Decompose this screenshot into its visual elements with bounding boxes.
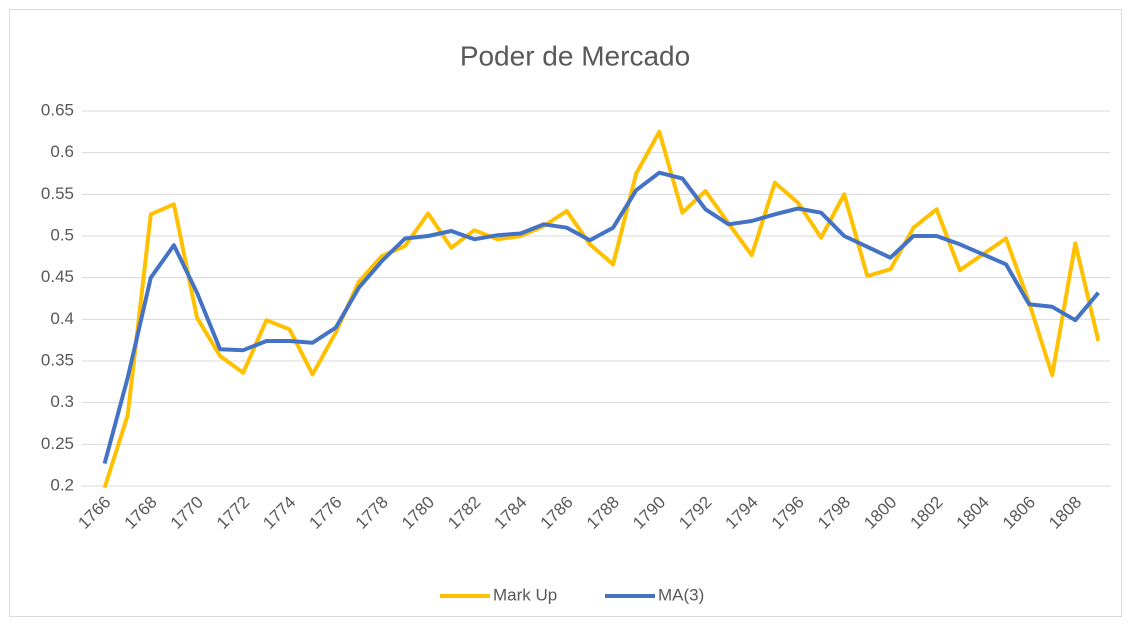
series-line [102,129,1101,489]
y-tick-label: 0.2 [50,475,74,494]
legend-label: Mark Up [493,585,557,604]
y-tick-label: 0.3 [50,392,74,411]
y-tick-label: 0.5 [50,225,74,244]
series-line [102,170,1100,465]
chart-title: Poder de Mercado [460,40,690,71]
y-tick-label: 0.6 [50,142,74,161]
y-tick-label: 0.35 [41,350,74,369]
y-tick-label: 0.65 [41,100,74,119]
y-tick-label: 0.25 [41,434,74,453]
legend-label: MA(3) [658,585,704,604]
y-tick-label: 0.45 [41,267,74,286]
y-tick-label: 0.4 [50,309,74,328]
y-tick-label: 0.55 [41,184,74,203]
